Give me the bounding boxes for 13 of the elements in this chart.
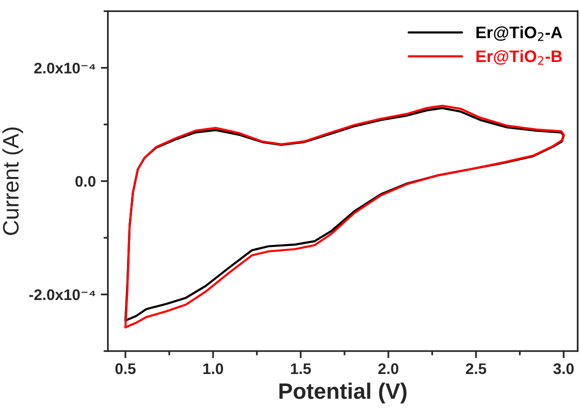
y-tick-label: 2.0x10⁻⁴ (34, 62, 96, 74)
x-tick-label: 1.5 (291, 363, 311, 374)
legend-label: Er@TiO$_{2}$-B (476, 50, 562, 65)
x-tick-label: 0.5 (115, 363, 136, 374)
y-tick-label: -2.0x10⁻⁴ (29, 289, 96, 300)
x-tick-label: 2.5 (466, 363, 486, 374)
y-axis-title: Current (A) (2, 128, 24, 235)
x-tick-label: 3.0 (553, 363, 574, 374)
x-axis-title: Potential (V) (279, 382, 406, 404)
legend-label: Er@TiO$_{2}$-A (476, 26, 562, 41)
y-tick-label: 0.0 (75, 176, 96, 187)
x-tick-label: 1.0 (203, 363, 224, 374)
x-tick-label: 2.0 (378, 363, 398, 374)
